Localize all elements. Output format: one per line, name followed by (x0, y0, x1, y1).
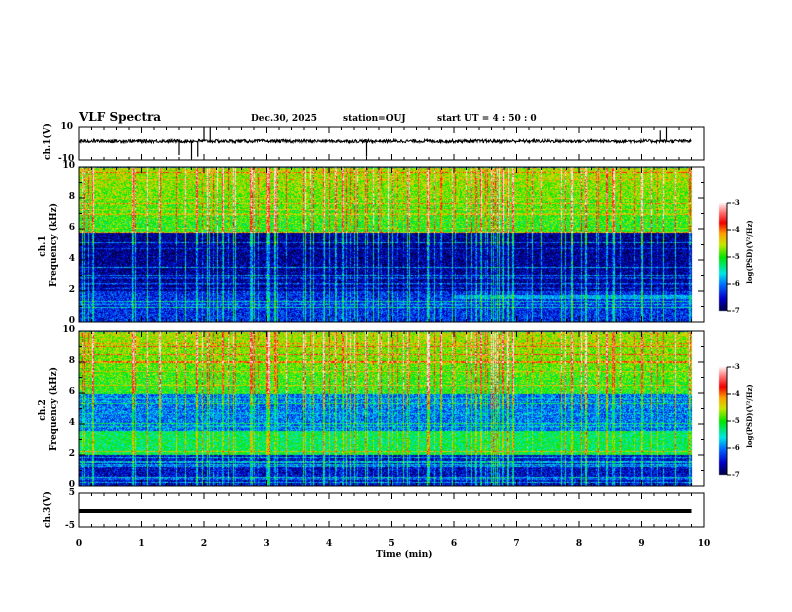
figure-title: VLF Spectra (79, 110, 162, 124)
spec2-frame (78, 330, 705, 487)
colorbar-tick-label: -6 (732, 279, 740, 288)
x-tick-label: 9 (638, 539, 645, 549)
ch3-frame (78, 492, 705, 528)
spec2-ylabel: ch.2 (38, 399, 48, 421)
spec1-ytick: 2 (68, 285, 75, 295)
start-time-label: start UT = 4 : 50 : 0 (437, 114, 537, 124)
ch3-ytick: 5 (68, 488, 75, 498)
colorbar-tick-label: -7 (732, 306, 740, 315)
colorbar-tick-label: -5 (732, 252, 740, 261)
station-label: station=OUJ (343, 114, 406, 124)
x-axis-label: Time (min) (376, 550, 433, 560)
colorbar-tick-label: -4 (732, 389, 740, 398)
x-tick-label: 8 (575, 539, 583, 549)
colorbar-tick-label: -4 (732, 225, 740, 234)
ch1-ytick: 10 (60, 122, 73, 132)
x-tick-label: 2 (200, 539, 208, 549)
colorbar-tick-label: -3 (732, 362, 740, 371)
spec2-ytick: 10 (62, 325, 75, 335)
spec1-ylabel2: Frequency (kHz) (49, 203, 59, 288)
x-tick-label: 10 (697, 539, 711, 549)
colorbar-tick-label: -5 (732, 416, 740, 425)
x-tick-label: 5 (388, 539, 395, 549)
spec1-ytick: 10 (62, 161, 75, 171)
ch1-frame (78, 126, 705, 161)
spec2-ytick: 2 (68, 449, 75, 459)
spec2-ytick: 8 (68, 356, 75, 366)
x-tick-label: 7 (513, 539, 520, 549)
date-label: Dec.30, 2025 (251, 114, 317, 124)
ch1-ylabel: ch.1(V) (43, 123, 53, 160)
ch3-ytick: -5 (65, 521, 75, 531)
colorbar-tick-label: -6 (732, 443, 740, 452)
spec1-frame (78, 166, 705, 323)
spec2-ytick: 4 (68, 418, 75, 428)
spec1-ytick: 8 (68, 192, 75, 202)
x-tick-label: 6 (450, 539, 458, 549)
x-tick-label: 0 (75, 539, 83, 549)
colorbar-2-label: log(PSD)(V²/Hz) (745, 384, 754, 448)
x-tick-label: 1 (138, 539, 145, 549)
spec2-ylabel2: Frequency (kHz) (49, 367, 59, 452)
spec1-ylabel: ch.1 (38, 235, 48, 257)
ch3-ylabel: ch.3(V) (43, 491, 53, 528)
spec1-ytick: 6 (68, 223, 75, 233)
ch1-waveform-line (78, 137, 692, 145)
x-tick-label: 3 (263, 539, 270, 549)
colorbar-tick-label: -7 (732, 470, 740, 479)
spec1-ytick: 4 (68, 254, 75, 264)
colorbar-tick-label: -3 (732, 198, 740, 207)
x-tick-label: 4 (325, 539, 333, 549)
colorbar-1-label: log(PSD)(V²/Hz) (745, 220, 754, 284)
spec2-ytick: 6 (68, 387, 75, 397)
